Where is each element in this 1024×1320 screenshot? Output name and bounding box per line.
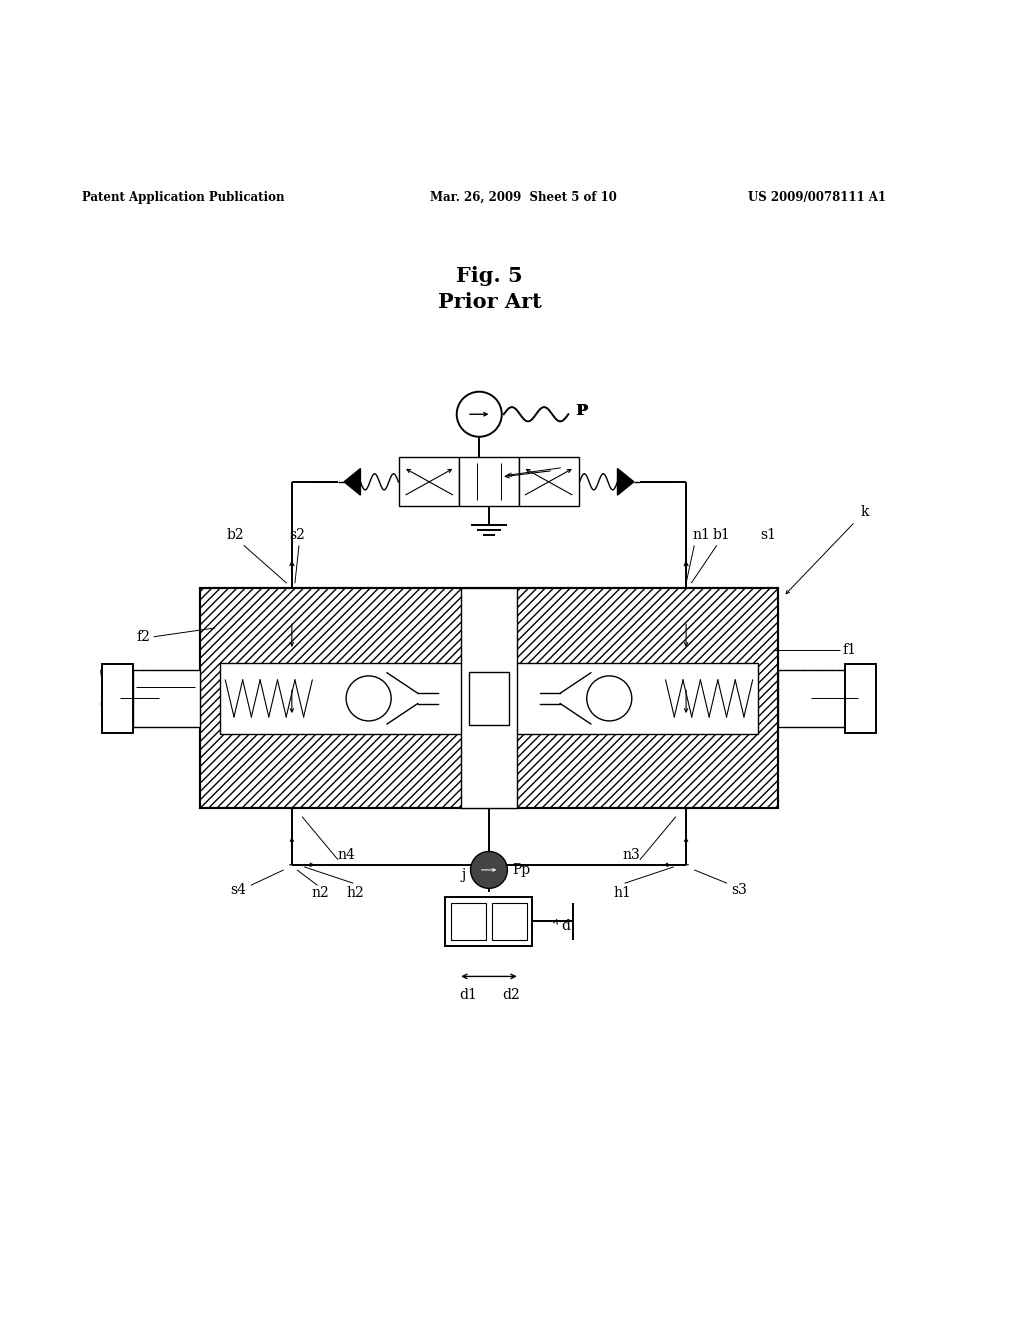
Text: n1: n1 [692, 528, 711, 543]
Polygon shape [617, 469, 634, 495]
Text: Fig. 5: Fig. 5 [456, 267, 523, 286]
Text: a: a [569, 458, 578, 473]
Text: h1: h1 [613, 887, 632, 900]
Bar [399, 457, 459, 507]
Text: f2: f2 [136, 630, 151, 644]
Text: n4: n4 [337, 847, 355, 862]
Bar [469, 672, 509, 725]
Text: b1: b1 [713, 528, 731, 543]
Bar [200, 589, 778, 808]
Text: US 2009/0078111 A1: US 2009/0078111 A1 [748, 190, 886, 203]
Text: Patent Application Publication: Patent Application Publication [82, 190, 285, 203]
Text: s2: s2 [289, 528, 305, 543]
Text: j: j [461, 869, 466, 882]
Text: s1: s1 [760, 528, 776, 543]
Text: k: k [861, 504, 869, 519]
Text: d2: d2 [503, 987, 520, 1002]
Bar [461, 589, 517, 808]
Text: a: a [556, 461, 564, 474]
Bar [451, 903, 486, 940]
Text: e2: e2 [99, 697, 116, 710]
Text: Prior Art: Prior Art [437, 292, 542, 312]
Bar [459, 457, 519, 507]
Bar [514, 663, 758, 734]
Text: m: m [117, 680, 129, 694]
Polygon shape [344, 469, 360, 495]
Text: Mar. 26, 2009  Sheet 5 of 10: Mar. 26, 2009 Sheet 5 of 10 [430, 190, 616, 203]
Text: d1: d1 [460, 987, 477, 1002]
Bar [519, 457, 579, 507]
Text: e1: e1 [862, 697, 879, 710]
Text: d: d [561, 919, 570, 933]
Circle shape [587, 676, 632, 721]
Bar [845, 664, 876, 733]
Text: P: P [575, 404, 588, 418]
Text: f1: f1 [843, 643, 857, 657]
Circle shape [346, 676, 391, 721]
Bar [492, 903, 527, 940]
Text: n2: n2 [311, 887, 330, 900]
Text: s4: s4 [230, 883, 247, 898]
Circle shape [470, 851, 508, 888]
Text: b2: b2 [226, 528, 245, 543]
Text: P: P [575, 404, 587, 418]
Bar [445, 896, 532, 945]
Bar [200, 589, 778, 808]
Text: n3: n3 [623, 847, 641, 862]
Bar [133, 669, 200, 727]
Bar [102, 664, 133, 733]
Bar [220, 663, 463, 734]
Text: h2: h2 [346, 887, 365, 900]
Bar [778, 669, 845, 727]
Text: Pp: Pp [513, 863, 530, 876]
Text: s3: s3 [731, 883, 748, 898]
